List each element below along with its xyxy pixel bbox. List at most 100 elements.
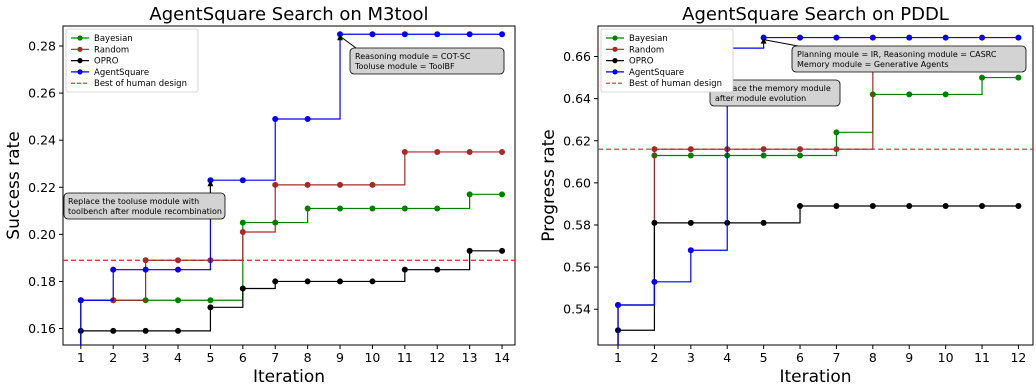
- data-point: [369, 205, 376, 212]
- y-tick-label: 0.66: [563, 49, 591, 64]
- plot-frame: [597, 25, 1034, 346]
- series-line: [80, 250, 503, 345]
- annotation-arrowhead: [207, 180, 214, 187]
- data-point: [337, 278, 344, 285]
- data-point: [499, 148, 506, 155]
- legend-entry: Random: [71, 45, 129, 55]
- annotation-text: after module evolution: [715, 94, 806, 103]
- data-point: [272, 181, 279, 188]
- data-point: [651, 219, 658, 226]
- legend-label: AgentSquare: [94, 68, 149, 78]
- legend-entry: Best of human design: [606, 79, 722, 89]
- data-point: [466, 31, 473, 38]
- data-point: [272, 278, 279, 285]
- y-tick-label: 0.62: [563, 133, 591, 148]
- y-tick-label: 0.56: [563, 260, 591, 275]
- y-tick-label: 0.24: [28, 133, 56, 148]
- data-point: [1015, 203, 1022, 210]
- annotation-text: Memory module = Generative Agents: [797, 60, 949, 69]
- legend-label: Bayesian: [629, 34, 668, 44]
- legend-label: AgentSquare: [629, 68, 684, 78]
- data-point: [687, 247, 694, 254]
- data-point: [687, 146, 694, 153]
- y-axis-label: Success rate: [4, 131, 24, 239]
- data-point: [651, 278, 658, 285]
- legend-entry: OPRO: [71, 57, 119, 67]
- x-tick-label: 9: [905, 350, 913, 365]
- x-tick-label: 1: [77, 350, 85, 365]
- legend-entry: Bayesian: [71, 34, 133, 44]
- data-point: [401, 148, 408, 155]
- data-point: [369, 181, 376, 188]
- series-random: [77, 148, 506, 345]
- data-point: [434, 31, 441, 38]
- data-point: [760, 146, 767, 153]
- data-point: [651, 146, 658, 153]
- series-agentsquare: [615, 34, 1022, 345]
- series-agentsquare: [77, 31, 506, 345]
- data-point: [207, 304, 214, 311]
- x-tick-label: 10: [364, 350, 380, 365]
- data-point: [687, 219, 694, 226]
- annotation-arrowhead: [760, 37, 767, 44]
- annotation-arrow: [339, 35, 357, 49]
- data-point: [499, 31, 506, 38]
- data-point: [906, 91, 913, 98]
- legend-entry: AgentSquare: [71, 68, 149, 78]
- x-tick-label: 5: [206, 350, 214, 365]
- data-point: [304, 278, 311, 285]
- data-point: [110, 266, 117, 273]
- legend-marker: [612, 35, 618, 41]
- data-point: [434, 148, 441, 155]
- data-point: [272, 115, 279, 122]
- legend-marker: [77, 58, 83, 64]
- data-point: [207, 297, 214, 304]
- chart-title: AgentSquare Search on M3tool: [149, 4, 428, 25]
- x-tick-label: 12: [1010, 350, 1026, 365]
- plot-area: [598, 34, 1033, 345]
- data-point: [869, 203, 876, 210]
- legend-entry: OPRO: [606, 57, 654, 67]
- legend-marker: [77, 69, 83, 75]
- data-point: [110, 327, 117, 334]
- annotation-box: [709, 79, 841, 107]
- x-tick-label: 6: [239, 350, 247, 365]
- data-point: [466, 148, 473, 155]
- annotation-box: [349, 47, 505, 75]
- data-point: [797, 152, 804, 159]
- legend-marker: [612, 69, 618, 75]
- annotation: Replace the tooluse module withtoolbench…: [63, 180, 226, 220]
- data-point: [142, 327, 149, 334]
- series-opro: [615, 203, 1022, 345]
- x-axis-label: Iteration: [253, 367, 325, 387]
- data-point: [499, 247, 506, 254]
- x-tick-label: 11: [974, 350, 990, 365]
- data-point: [401, 266, 408, 273]
- x-tick-label: 10: [938, 350, 954, 365]
- x-tick-label: 11: [397, 350, 413, 365]
- y-tick-label: 0.16: [28, 321, 56, 336]
- annotation-text: Tooluse module = ToolBF: [354, 62, 455, 71]
- data-point: [401, 31, 408, 38]
- y-tick-label: 0.28: [28, 39, 56, 54]
- data-point: [942, 203, 949, 210]
- y-tick-label: 0.60: [563, 175, 591, 190]
- data-point: [942, 91, 949, 98]
- data-point: [833, 129, 840, 136]
- data-point: [434, 205, 441, 212]
- legend-label: OPRO: [629, 57, 654, 67]
- data-point: [979, 74, 986, 81]
- data-point: [1015, 74, 1022, 81]
- data-point: [175, 257, 182, 264]
- series-opro: [77, 247, 506, 345]
- y-tick-label: 0.64: [563, 91, 591, 106]
- data-point: [466, 247, 473, 254]
- y-axis-label: Progress rate: [539, 129, 559, 241]
- data-point: [77, 297, 84, 304]
- data-point: [979, 34, 986, 41]
- y-tick-label: 0.26: [28, 86, 56, 101]
- data-point: [760, 152, 767, 159]
